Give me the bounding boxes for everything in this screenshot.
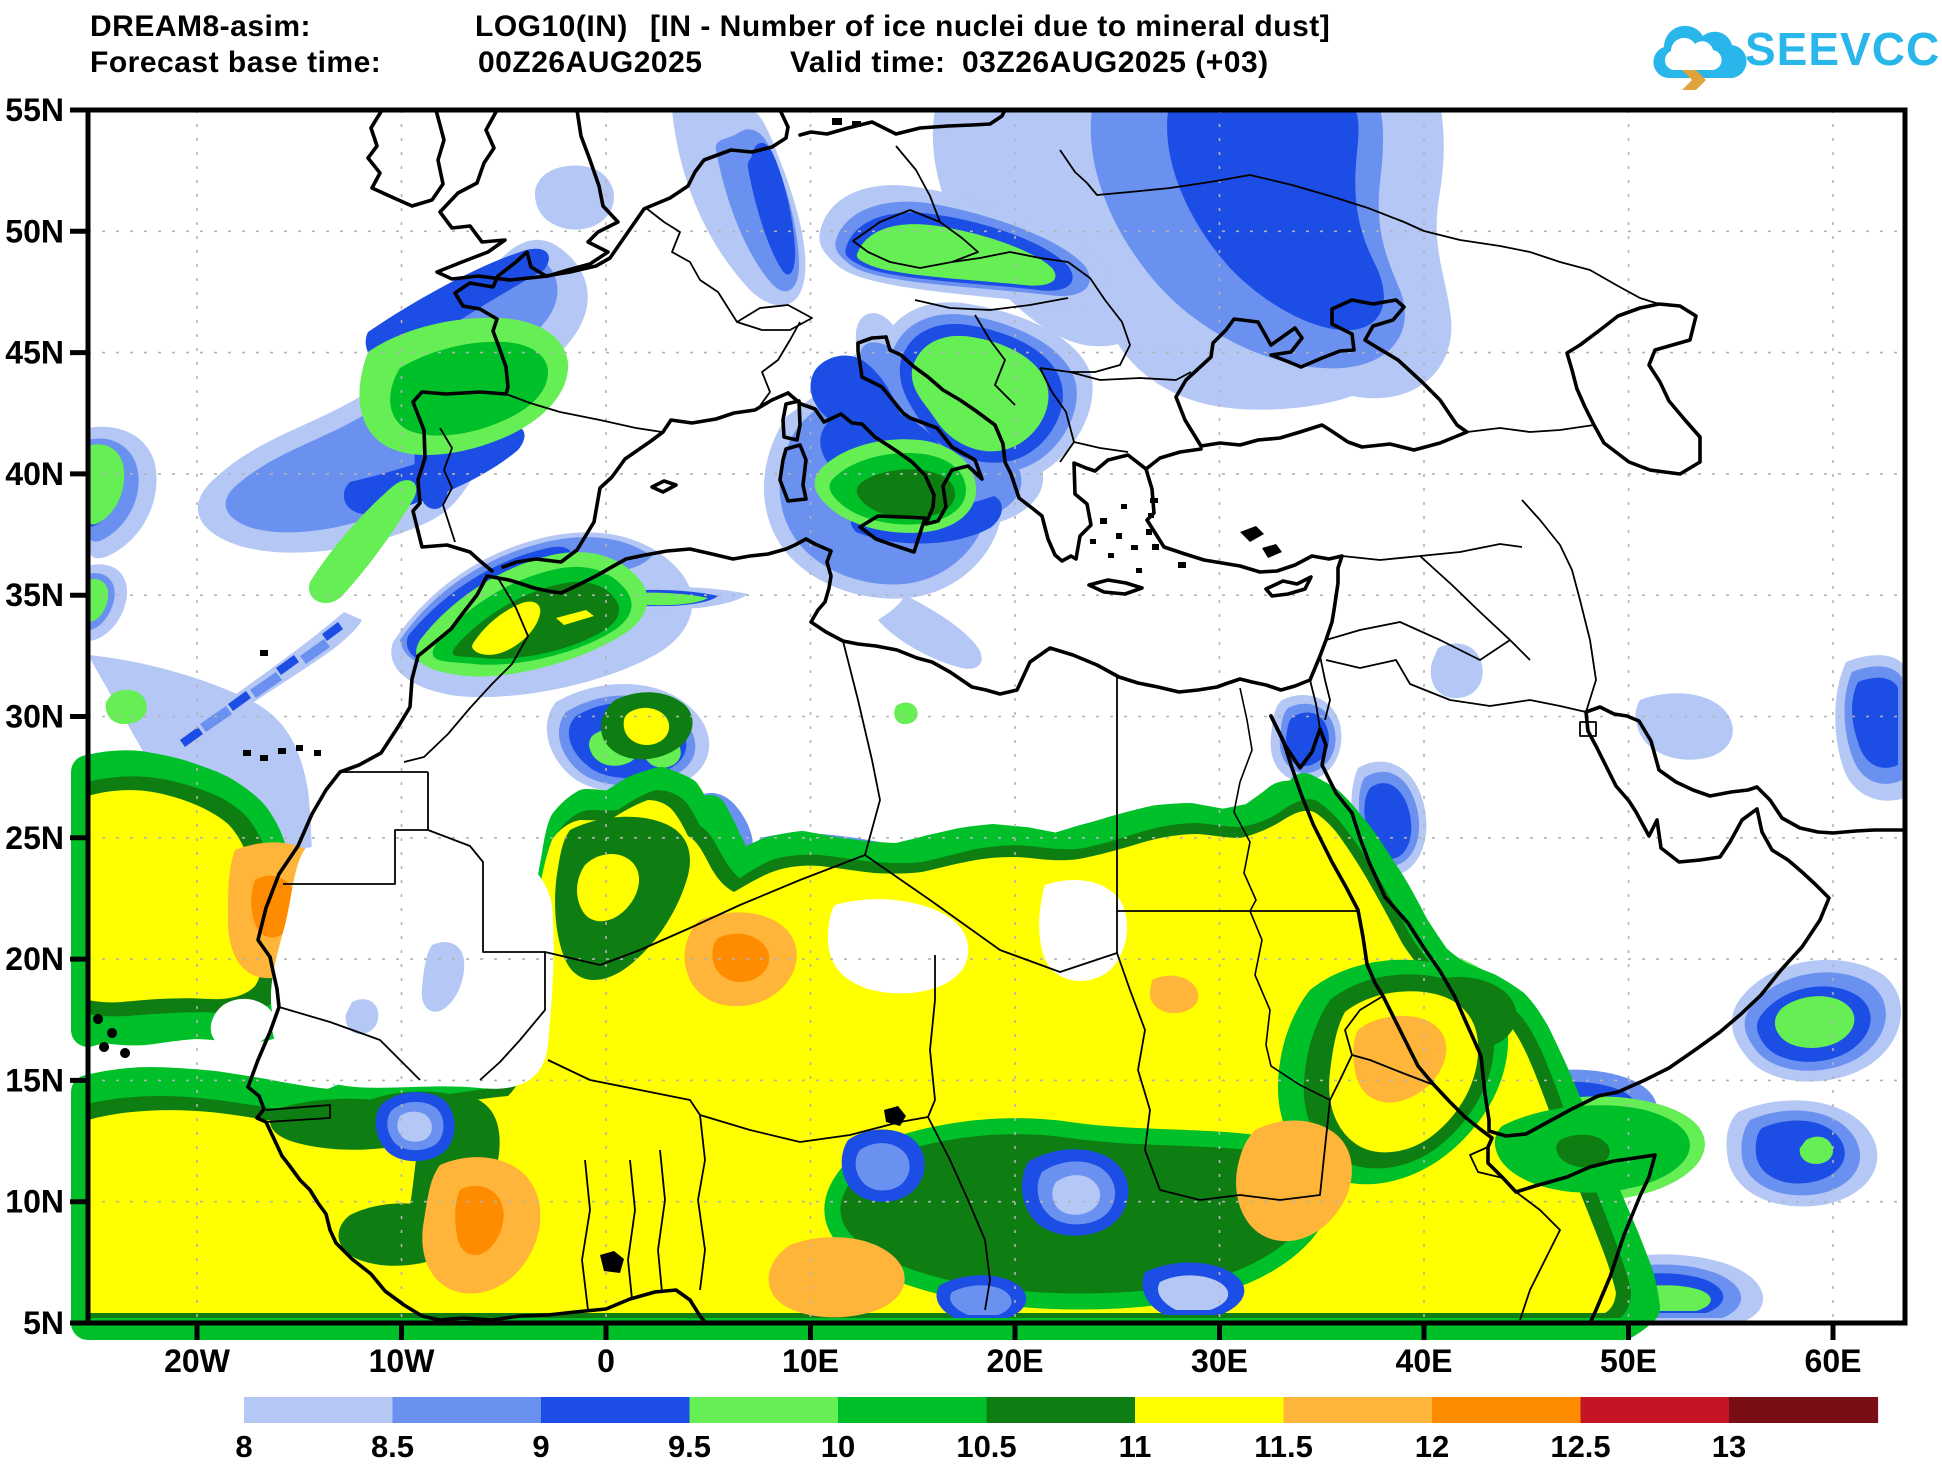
colorbar: 8 8.5 9 9.5 10 10.5 11 11.5 12 12.5 13 <box>235 1397 1879 1464</box>
lat-tick-label: 35N <box>5 577 64 613</box>
coast-adriatic-balkans <box>884 335 1148 563</box>
coast-marmara <box>1144 447 1203 471</box>
valid-time-label: Valid time: <box>790 46 946 79</box>
nile-river <box>1233 687 1331 1101</box>
colorbar-label: 10 <box>821 1429 855 1464</box>
lon-tick-label: 30E <box>1191 1343 1248 1379</box>
coast-italy <box>786 335 984 526</box>
coast-red-sea-horn <box>1269 714 1657 1325</box>
colorbar-label: 13 <box>1712 1429 1746 1464</box>
somalia-dust-patch <box>1494 1105 1690 1193</box>
colorbar-label: 12 <box>1415 1429 1449 1464</box>
colorbar-label: 10.5 <box>956 1429 1016 1464</box>
atlas-dust-core <box>432 566 632 665</box>
coast-sinai-arabia <box>1269 710 1831 1138</box>
dust-contour-field <box>71 110 1905 1340</box>
variable-name: LOG10(IN) <box>475 10 628 43</box>
lon-tick-label: 20E <box>987 1343 1044 1379</box>
lat-tick-label: 55N <box>5 92 64 128</box>
iberia-dust-core <box>390 341 548 436</box>
seevccc-logo <box>1653 25 1747 90</box>
lon-tick-label: 0 <box>597 1343 615 1379</box>
coast-iran-gulf <box>1584 705 1907 835</box>
colorbar-segment <box>1580 1397 1730 1423</box>
lat-tick-label: 45N <box>5 335 64 371</box>
coast-spain-med <box>501 391 790 569</box>
variable-description: [IN - Number of ice nuclei due to minera… <box>650 10 1331 43</box>
colorbar-label: 8 <box>235 1429 252 1464</box>
coast-anatolia-levant-africa <box>496 467 1344 696</box>
axes: 55N 50N 45N 40N 35N 30N 25N 20N 15N 10N 5N 20W 10W 0 1… <box>5 92 1861 1379</box>
lon-tick-label: 10W <box>369 1343 436 1379</box>
colorbar-segment <box>244 1397 394 1423</box>
colorbar-label: 9.5 <box>668 1429 711 1464</box>
coast-continental-europe <box>411 108 790 573</box>
valid-time-value: 03Z26AUG2025 (+03) <box>962 46 1269 79</box>
colorbar-segment <box>689 1397 839 1423</box>
colorbar-label: 8.5 <box>371 1429 414 1464</box>
logo-inner-cloud <box>1664 37 1722 71</box>
coastlines <box>246 108 1907 1325</box>
country-borders <box>265 145 1660 1321</box>
lon-tick-label: 10E <box>782 1343 839 1379</box>
dust-field-gaps <box>210 841 1127 1089</box>
lat-tick-label: 50N <box>5 213 64 249</box>
coast-west-africa <box>246 574 708 1325</box>
lon-tick-label: 60E <box>1805 1343 1862 1379</box>
lat-tick-label: 5N <box>23 1305 64 1341</box>
lat-tick-label: 20N <box>5 941 64 977</box>
island-mallorca <box>650 479 678 494</box>
colorbar-segment <box>986 1397 1136 1423</box>
coast-black-sea <box>1174 298 1469 452</box>
logo-arrow-icon <box>1682 70 1706 90</box>
lon-tick-label: 40E <box>1396 1343 1453 1379</box>
island-corsica <box>781 399 802 442</box>
colorbar-segment <box>1432 1397 1582 1423</box>
coast-britain <box>435 108 620 282</box>
coast-baltic <box>798 108 1007 137</box>
lon-tick-label: 50E <box>1600 1343 1657 1379</box>
colorbar-segment <box>838 1397 988 1423</box>
island-sardinia <box>778 443 808 503</box>
colorbar-segment <box>1283 1397 1433 1423</box>
lat-lon-grid <box>88 110 1905 1323</box>
colorbar-segment <box>1135 1397 1285 1423</box>
island-sicily <box>858 514 927 554</box>
lat-tick-label: 40N <box>5 456 64 492</box>
colorbar-segment <box>1729 1397 1879 1423</box>
colorbar-label: 11.5 <box>1254 1429 1313 1464</box>
logo-text: SEEVCCC <box>1745 23 1942 75</box>
lat-tick-label: 30N <box>5 699 64 735</box>
island-cyprus <box>1264 575 1313 598</box>
colorbar-segment <box>392 1397 542 1423</box>
colorbar-segment <box>541 1397 691 1423</box>
lat-tick-label: 15N <box>5 1062 64 1098</box>
hoggar-dust-ridge <box>555 692 693 980</box>
forecast-base-value: 00Z26AUG2025 <box>478 46 703 79</box>
lat-tick-label: 25N <box>5 820 64 856</box>
coast-ireland <box>366 108 446 208</box>
colorbar-label: 11 <box>1119 1429 1152 1464</box>
forecast-base-label: Forecast base time: <box>90 46 382 79</box>
lon-tick-label: 20W <box>164 1343 231 1379</box>
small-islands-and-lakes <box>93 118 1282 1273</box>
island-crete <box>1087 578 1144 596</box>
lat-tick-label: 10N <box>5 1184 64 1220</box>
coast-caspian-sea <box>1565 302 1702 476</box>
colorbar-label: 12.5 <box>1550 1429 1610 1464</box>
colorbar-label: 9 <box>532 1429 549 1464</box>
model-name: DREAM8-asim: <box>90 10 312 43</box>
